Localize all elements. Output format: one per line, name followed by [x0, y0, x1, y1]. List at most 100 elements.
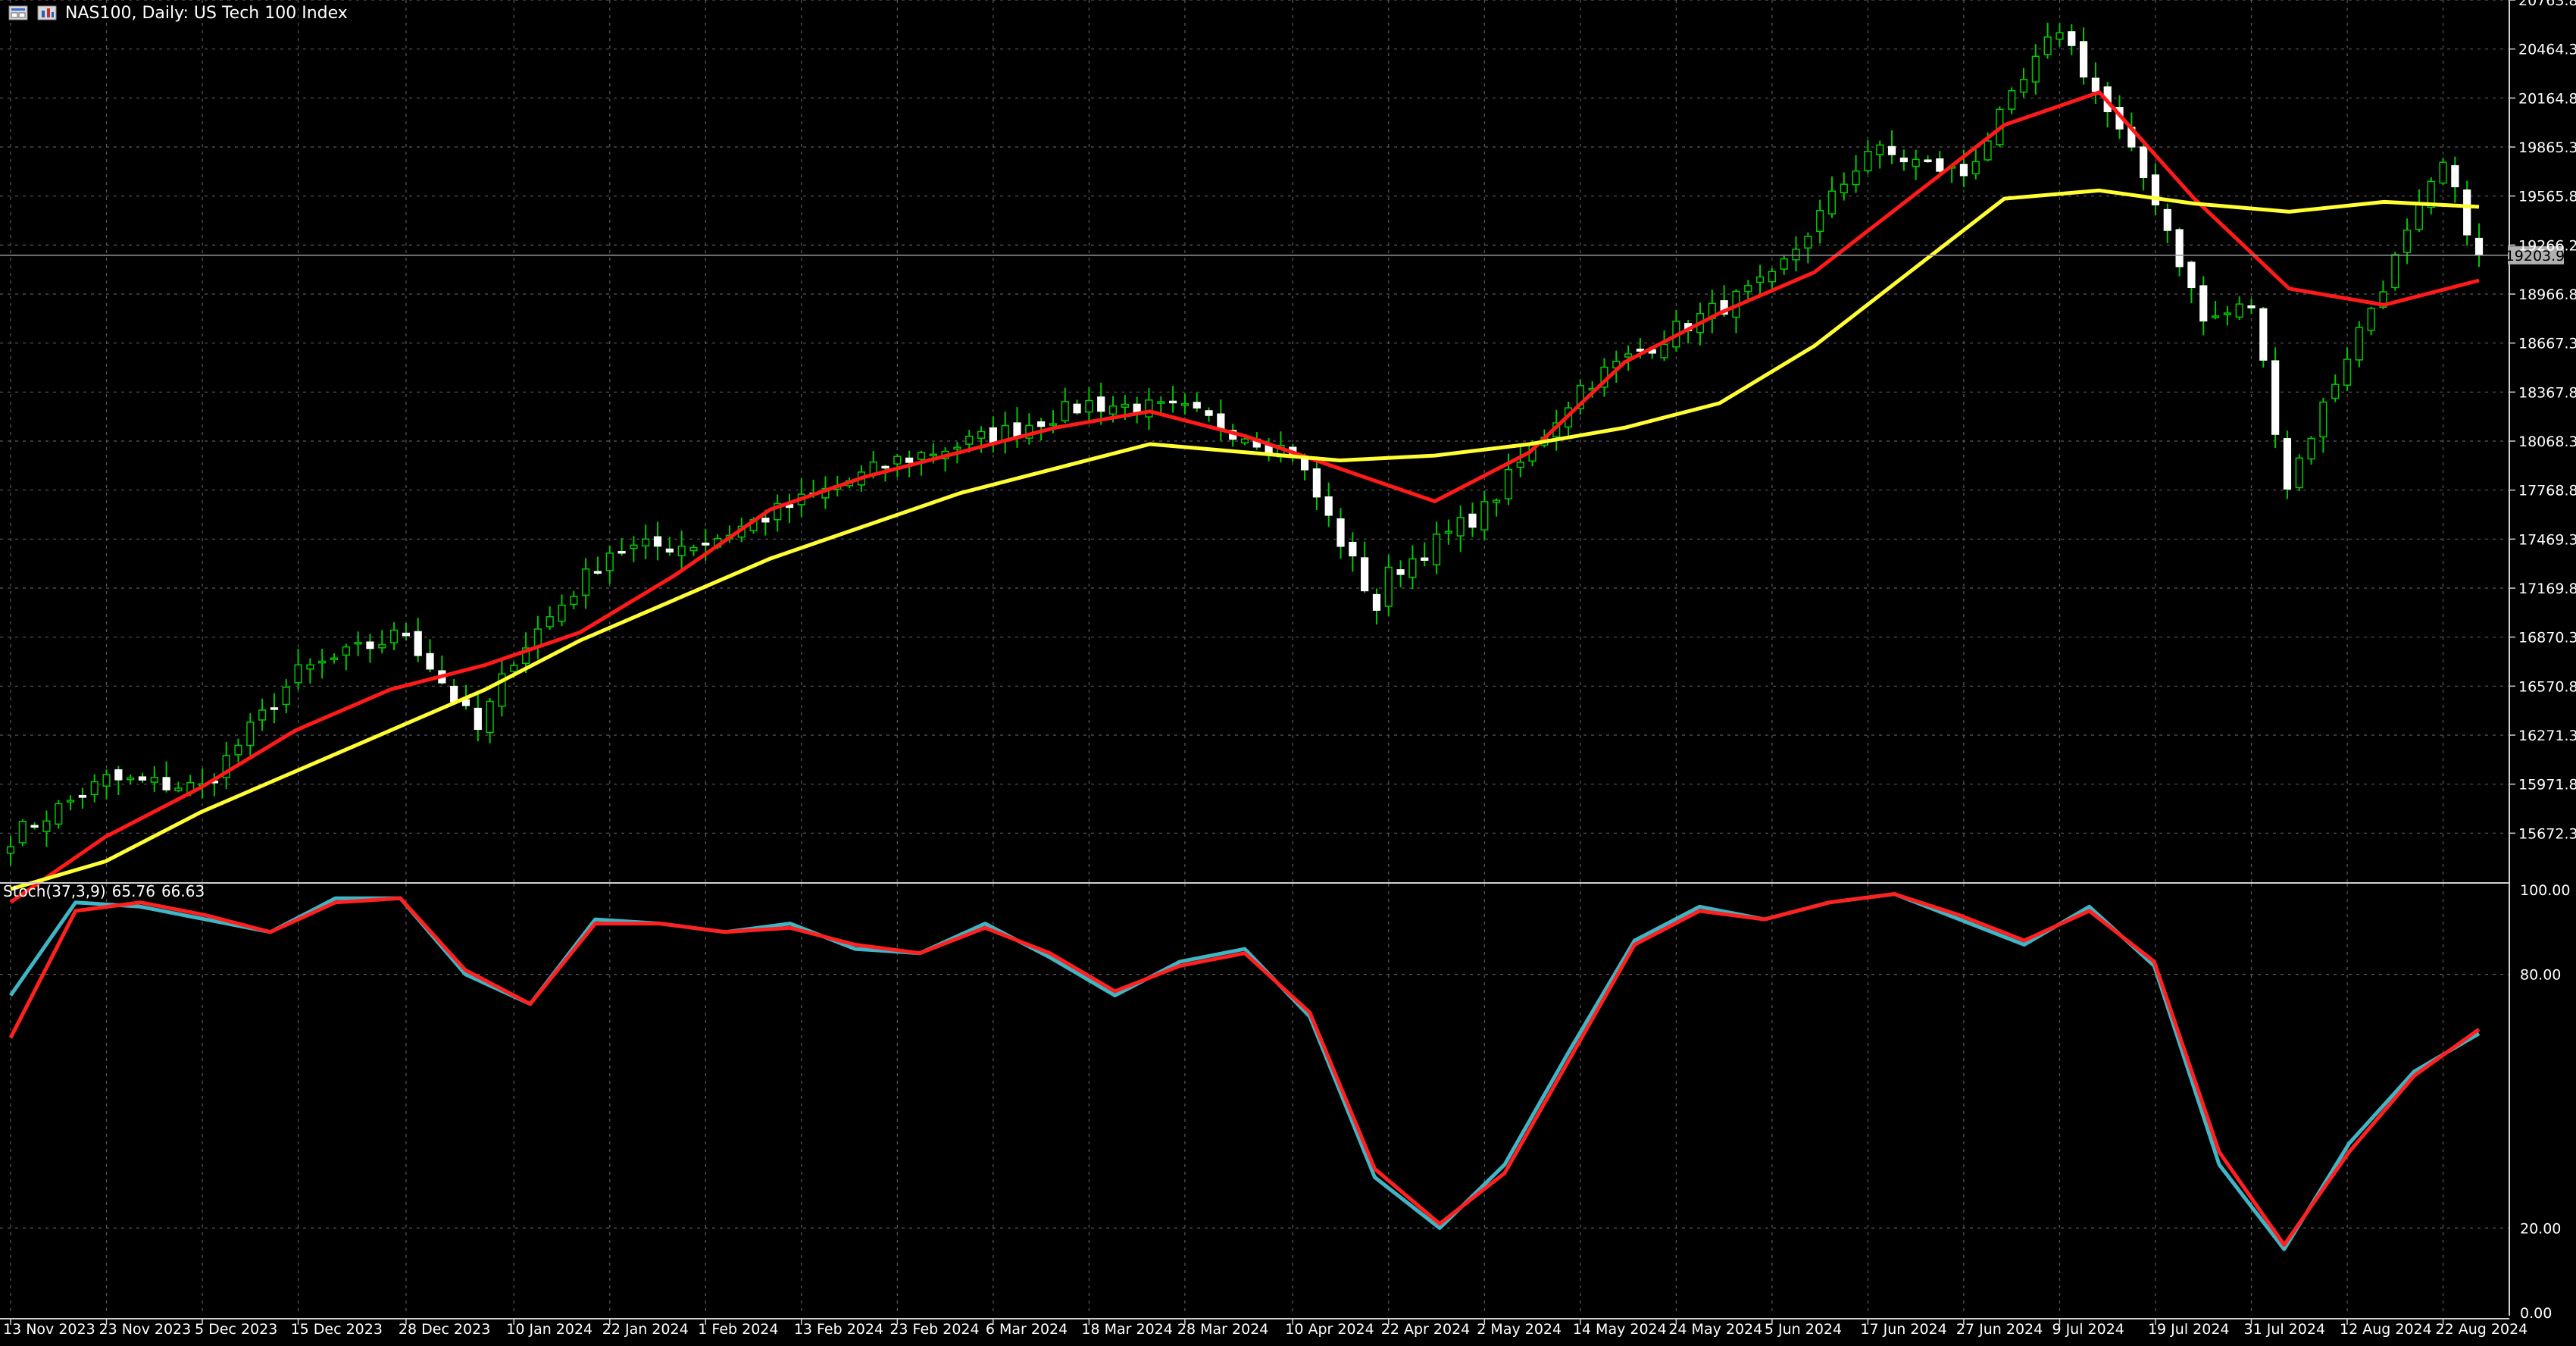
candle-body[interactable]: [426, 653, 434, 670]
candle-body[interactable]: [2068, 31, 2076, 46]
candle[interactable]: [1480, 490, 1489, 540]
candle-body[interactable]: [1576, 384, 1584, 409]
candle-body[interactable]: [1349, 541, 1357, 557]
candle[interactable]: [2295, 454, 2303, 491]
candle[interactable]: [2367, 306, 2375, 336]
candle-body[interactable]: [593, 571, 602, 574]
candle-body[interactable]: [702, 542, 710, 546]
candle-body[interactable]: [114, 769, 123, 781]
candle-body[interactable]: [474, 707, 482, 731]
candle-body[interactable]: [90, 781, 98, 796]
candle-body[interactable]: [2055, 32, 2064, 40]
candle-body[interactable]: [1899, 157, 1908, 163]
candle[interactable]: [426, 639, 434, 673]
candle[interactable]: [2427, 177, 2435, 214]
candle[interactable]: [2008, 87, 2016, 114]
candle-body[interactable]: [366, 641, 374, 650]
candle-body[interactable]: [1852, 171, 1860, 186]
candle-body[interactable]: [1169, 400, 1177, 404]
candle[interactable]: [102, 769, 111, 800]
candle[interactable]: [114, 765, 123, 795]
candle[interactable]: [1097, 382, 1105, 425]
candle[interactable]: [893, 454, 902, 477]
candle[interactable]: [138, 772, 147, 783]
candle[interactable]: [2031, 44, 2040, 95]
candle-body[interactable]: [2019, 79, 2028, 93]
candle[interactable]: [941, 447, 949, 472]
candle-body[interactable]: [1205, 410, 1213, 416]
candle-body[interactable]: [965, 435, 974, 445]
candle[interactable]: [1432, 521, 1441, 574]
candle[interactable]: [1887, 130, 1896, 164]
candle[interactable]: [1493, 498, 1501, 517]
candle[interactable]: [1169, 386, 1177, 413]
candle[interactable]: [1708, 290, 1716, 333]
candle-body[interactable]: [1912, 158, 1920, 167]
candle-body[interactable]: [2031, 55, 2040, 83]
candle-body[interactable]: [1924, 159, 1932, 162]
candle[interactable]: [1061, 387, 1069, 424]
candle-body[interactable]: [558, 604, 566, 622]
stochastic-pane[interactable]: [8, 892, 2481, 1251]
candle[interactable]: [774, 494, 782, 532]
candle[interactable]: [402, 622, 411, 641]
candle[interactable]: [174, 781, 183, 793]
candle[interactable]: [127, 774, 135, 784]
candle[interactable]: [1755, 265, 1765, 296]
candle-body[interactable]: [2187, 261, 2196, 289]
candle[interactable]: [1396, 560, 1405, 588]
candle[interactable]: [330, 653, 339, 664]
candle[interactable]: [2151, 163, 2160, 216]
candle[interactable]: [1456, 506, 1465, 552]
candle-body[interactable]: [582, 568, 590, 596]
candle[interactable]: [2068, 23, 2076, 55]
candle-body[interactable]: [1936, 158, 1944, 172]
candle[interactable]: [1816, 199, 1824, 244]
candle-body[interactable]: [905, 457, 914, 463]
candle-body[interactable]: [1887, 146, 1896, 155]
candle[interactable]: [474, 693, 482, 742]
candle[interactable]: [1971, 147, 1980, 180]
candle-body[interactable]: [486, 700, 494, 734]
candle-body[interactable]: [2223, 312, 2231, 315]
candle-body[interactable]: [1085, 399, 1093, 413]
candle-body[interactable]: [1061, 401, 1069, 422]
candle[interactable]: [1827, 176, 1837, 218]
candle-body[interactable]: [450, 685, 458, 703]
candle[interactable]: [1468, 502, 1477, 537]
candle[interactable]: [2355, 321, 2363, 368]
candle-body[interactable]: [1804, 236, 1812, 249]
candle[interactable]: [2079, 27, 2088, 85]
candle[interactable]: [294, 649, 302, 690]
candle-body[interactable]: [665, 548, 674, 552]
candle-body[interactable]: [1744, 285, 1752, 293]
candle[interactable]: [1876, 140, 1884, 169]
candle[interactable]: [2391, 252, 2399, 291]
candle-body[interactable]: [389, 629, 399, 643]
candle-body[interactable]: [1145, 399, 1153, 418]
candle-body[interactable]: [1493, 499, 1501, 503]
candle[interactable]: [1912, 149, 1920, 180]
candle[interactable]: [1361, 541, 1369, 593]
candle[interactable]: [1421, 542, 1429, 567]
candle-body[interactable]: [1780, 258, 1788, 270]
candle-body[interactable]: [2271, 360, 2280, 435]
candle-body[interactable]: [6, 846, 15, 854]
candle-body[interactable]: [1840, 183, 1848, 193]
candle-body[interactable]: [2235, 303, 2243, 318]
candle-body[interactable]: [378, 643, 386, 649]
candle[interactable]: [570, 590, 578, 609]
candle[interactable]: [1133, 396, 1141, 424]
candle-body[interactable]: [2043, 36, 2052, 55]
candle-body[interactable]: [2343, 358, 2352, 386]
candle[interactable]: [414, 618, 422, 662]
price-pane[interactable]: [0, 22, 2509, 904]
candle[interactable]: [2199, 276, 2208, 336]
candle-body[interactable]: [1504, 468, 1513, 499]
candle[interactable]: [546, 606, 554, 631]
candle-body[interactable]: [1396, 569, 1405, 575]
candle-body[interactable]: [1157, 401, 1165, 404]
candle-body[interactable]: [1108, 405, 1118, 415]
candle-body[interactable]: [1432, 534, 1441, 566]
candle-body[interactable]: [2151, 174, 2160, 205]
